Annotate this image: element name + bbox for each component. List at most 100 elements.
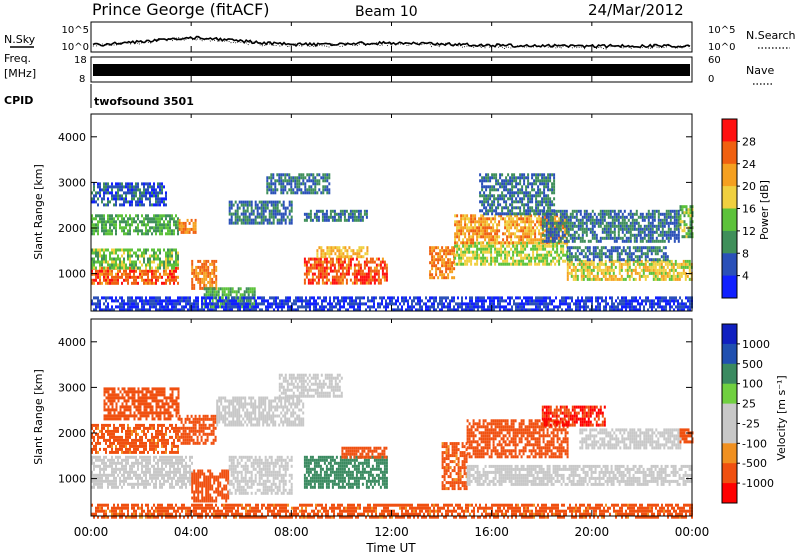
power-cell	[381, 299, 383, 303]
power-cell	[540, 247, 543, 251]
power-cell	[646, 246, 649, 250]
power-cell	[494, 217, 497, 221]
power-cell	[487, 305, 489, 309]
power-cell	[153, 302, 155, 306]
power-cell	[657, 215, 660, 219]
power-cell	[663, 230, 666, 234]
power-cell	[347, 263, 350, 267]
power-cell	[552, 244, 555, 248]
power-cell	[451, 267, 454, 271]
power-cell	[666, 258, 669, 262]
power-cell	[119, 248, 121, 252]
power-cell	[678, 265, 681, 269]
power-cell	[497, 203, 500, 207]
power-cell	[439, 252, 442, 256]
power-cell	[481, 188, 484, 192]
power-cell	[461, 299, 463, 303]
power-cell	[523, 194, 526, 198]
power-cell	[288, 203, 291, 207]
power-cell	[203, 293, 206, 297]
power-cell	[288, 221, 291, 225]
power-cell	[345, 266, 348, 270]
power-cell	[147, 260, 149, 264]
power-cell	[357, 215, 360, 219]
power-cell	[525, 191, 528, 195]
power-cell	[281, 299, 283, 303]
power-cell	[234, 221, 237, 225]
power-cell	[562, 247, 565, 251]
power-cell	[105, 266, 107, 270]
power-cell	[367, 260, 370, 264]
power-cell	[121, 185, 123, 189]
power-cell	[247, 293, 250, 297]
power-cell	[227, 308, 229, 312]
power-cell	[155, 226, 157, 230]
power-cell	[429, 308, 431, 312]
power-cell	[493, 185, 496, 189]
power-cell	[113, 260, 115, 264]
power-cell	[119, 226, 121, 230]
power-cell	[133, 281, 135, 285]
power-cell	[115, 197, 117, 201]
power-cell	[636, 262, 639, 266]
power-cell	[135, 302, 137, 306]
power-cell	[537, 185, 540, 189]
power-cell	[464, 262, 467, 266]
power-cell	[165, 197, 167, 201]
power-cell	[141, 278, 143, 282]
power-cell	[231, 290, 234, 294]
power-cell	[611, 215, 614, 219]
power-cell	[205, 262, 208, 266]
power-cell	[676, 277, 679, 281]
power-cell	[270, 179, 273, 183]
power-cell	[318, 182, 321, 186]
power-cell	[618, 265, 621, 269]
power-cell	[131, 263, 133, 267]
power-cell	[103, 257, 105, 261]
power-cell	[264, 209, 267, 213]
power-cell	[532, 232, 535, 236]
power-cell	[443, 258, 446, 262]
power-cell	[568, 259, 571, 263]
power-cell	[123, 185, 125, 189]
power-cell	[236, 215, 239, 219]
power-cell	[315, 305, 317, 309]
power-cell	[676, 265, 679, 269]
power-cells	[91, 173, 694, 312]
power-cell	[523, 197, 526, 201]
power-cell	[282, 200, 285, 204]
power-cell	[433, 258, 436, 262]
power-cell	[328, 176, 331, 180]
power-cell	[507, 188, 510, 192]
power-cell	[199, 283, 202, 287]
power-cell	[498, 223, 501, 227]
power-cell	[157, 203, 159, 207]
power-cell	[323, 260, 326, 264]
power-cell	[601, 236, 604, 240]
power-cell	[633, 239, 636, 243]
power-cell	[117, 185, 119, 189]
power-cell	[113, 203, 115, 207]
power-cell	[241, 302, 243, 306]
power-cell	[611, 224, 614, 228]
power-cell	[494, 214, 497, 218]
power-cell	[139, 194, 141, 198]
power-cell	[117, 263, 119, 267]
power-cell	[103, 188, 105, 192]
power-cell	[456, 247, 459, 251]
power-cell	[318, 246, 321, 250]
power-cell	[598, 258, 601, 262]
power-cell	[304, 188, 307, 192]
power-cell	[234, 212, 237, 216]
power-cell	[556, 250, 559, 254]
power-cell	[371, 260, 374, 264]
power-cell	[307, 299, 309, 303]
power-cell	[145, 229, 147, 233]
power-cell	[454, 238, 457, 242]
power-cell	[484, 226, 487, 230]
power-cell	[480, 229, 483, 233]
power-cell	[510, 241, 513, 245]
power-cell	[131, 194, 133, 198]
power-cell	[527, 194, 530, 198]
power-cell	[496, 226, 499, 230]
